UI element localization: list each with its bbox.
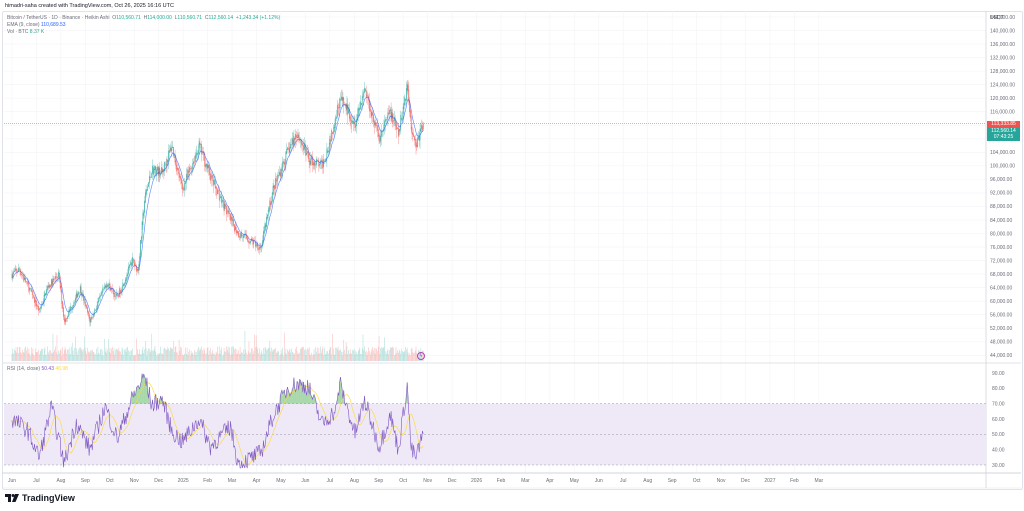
high-value: 114,000.00	[147, 15, 172, 21]
open-value: 110,560.71	[116, 15, 141, 21]
price-tick: 56,000.00	[990, 313, 1012, 319]
currency-label[interactable]: USDT	[990, 15, 1004, 21]
time-tick: May	[570, 478, 580, 484]
ema-line	[11, 96, 424, 315]
price-tick: 124,000.00	[990, 82, 1015, 88]
time-tick: Aug	[56, 478, 65, 484]
price-tick: 140,000.00	[990, 28, 1015, 34]
price-tick: 48,000.00	[990, 340, 1012, 346]
time-tick: Oct	[106, 478, 114, 484]
time-tick: 2025	[178, 478, 189, 484]
time-tick: Nov	[130, 478, 139, 484]
price-tick: 84,000.00	[990, 218, 1012, 224]
time-tick: Nov	[423, 478, 432, 484]
time-tick: Nov	[717, 478, 726, 484]
tradingview-logo-icon	[5, 494, 19, 502]
time-tick: Oct	[399, 478, 407, 484]
volume-legend-row[interactable]: Vol · BTC 8.37 K	[7, 29, 45, 35]
time-tick: Oct	[693, 478, 701, 484]
rsi-tick: 50.00	[992, 432, 1005, 438]
brand-name: TradingView	[22, 493, 75, 503]
rsi-legend[interactable]: RSI (14, close) 50.43 46.98	[7, 366, 68, 372]
time-tick: Feb	[497, 478, 506, 484]
chart-frame	[2, 11, 1023, 490]
bar-countdown: 07:43:25	[993, 134, 1014, 140]
last-price-tag: 112,560.14 07:43:25	[987, 128, 1020, 141]
price-tick: 96,000.00	[990, 177, 1012, 183]
rsi-band	[4, 403, 986, 465]
rsi-tick: 60.00	[992, 417, 1005, 423]
time-tick: Jun	[8, 478, 16, 484]
time-tick: May	[276, 478, 286, 484]
low-value: 110,560.71	[177, 15, 203, 21]
price-tick: 128,000.00	[990, 69, 1015, 75]
price-tick: 92,000.00	[990, 191, 1012, 197]
time-tick: Mar	[521, 478, 530, 484]
symbol-name: Bitcoin / TetherUS · 1D · Binance · Heik…	[7, 15, 110, 21]
grid	[4, 11, 986, 472]
price-tick: 144,000.00	[990, 15, 1015, 21]
price-tick: 44,000.00	[990, 353, 1012, 359]
price-tick: 132,000.00	[990, 55, 1015, 61]
price-tick: 52,000.00	[990, 326, 1012, 332]
time-tick: Apr	[253, 478, 261, 484]
price-tick: 88,000.00	[990, 204, 1012, 210]
price-tick: 72,000.00	[990, 258, 1012, 264]
rsi-tick: 30.00	[992, 463, 1005, 469]
time-tick: Jun	[595, 478, 603, 484]
time-tick: Feb	[203, 478, 212, 484]
chart-legend: Bitcoin / TetherUS · 1D · Binance · Heik…	[7, 15, 280, 36]
high-price-tag: 113,333.85	[987, 121, 1020, 128]
price-tick: 100,000.00	[990, 164, 1015, 170]
time-tick: Feb	[790, 478, 799, 484]
time-tick: Sep	[668, 478, 677, 484]
chart-caption: himadri-saha created with TradingView.co…	[5, 3, 174, 9]
time-tick: Dec	[154, 478, 163, 484]
time-tick: Aug	[643, 478, 652, 484]
price-tick: 68,000.00	[990, 272, 1012, 278]
time-tick: Apr	[546, 478, 554, 484]
price-tick: 136,000.00	[990, 42, 1015, 48]
tradingview-footer: TradingView	[5, 493, 75, 503]
close-value: 112,560.14	[208, 15, 234, 21]
price-tick: 80,000.00	[990, 231, 1012, 237]
time-tick: Mar	[815, 478, 824, 484]
time-tick: Sep	[81, 478, 90, 484]
time-tick: Aug	[350, 478, 359, 484]
rsi-value: 50.43	[41, 366, 54, 372]
time-tick: 2026	[471, 478, 482, 484]
volume-value: 8.37 K	[29, 29, 45, 35]
rsi-ma-line	[11, 381, 424, 466]
price-tick: 64,000.00	[990, 285, 1012, 291]
rsi-ma-value: 46.98	[55, 366, 68, 372]
time-tick: Dec	[448, 478, 457, 484]
rsi-tick: 80.00	[992, 386, 1005, 392]
price-tick: 104,000.00	[990, 150, 1015, 156]
volume-bars	[11, 330, 424, 361]
time-tick: Sep	[374, 478, 383, 484]
time-tick: Jul	[327, 478, 333, 484]
time-tick: Jul	[620, 478, 626, 484]
rsi-line	[11, 373, 424, 469]
time-tick: Jun	[301, 478, 309, 484]
ema-legend-row[interactable]: EMA (9, close) 110,689.53	[7, 22, 66, 28]
time-tick: Dec	[741, 478, 750, 484]
time-tick: Jul	[33, 478, 39, 484]
rsi-tick: 90.00	[992, 371, 1005, 377]
price-tick: 76,000.00	[990, 245, 1012, 251]
rsi-tick: 40.00	[992, 447, 1005, 453]
rsi-tick: 70.00	[992, 401, 1005, 407]
ema-value: 110,689.53	[40, 22, 66, 28]
symbol-legend-row[interactable]: Bitcoin / TetherUS · 1D · Binance · Heik…	[7, 15, 281, 21]
news-flash-icon[interactable]: ϟ	[417, 352, 425, 360]
time-tick: 2027	[764, 478, 775, 484]
price-candles	[11, 79, 424, 327]
price-tick: 120,000.00	[990, 96, 1015, 102]
price-tick: 60,000.00	[990, 299, 1012, 305]
price-tick: 116,000.00	[990, 110, 1015, 116]
time-tick: Mar	[228, 478, 237, 484]
change-value: +1,243.34 (+1.12%)	[235, 15, 281, 21]
